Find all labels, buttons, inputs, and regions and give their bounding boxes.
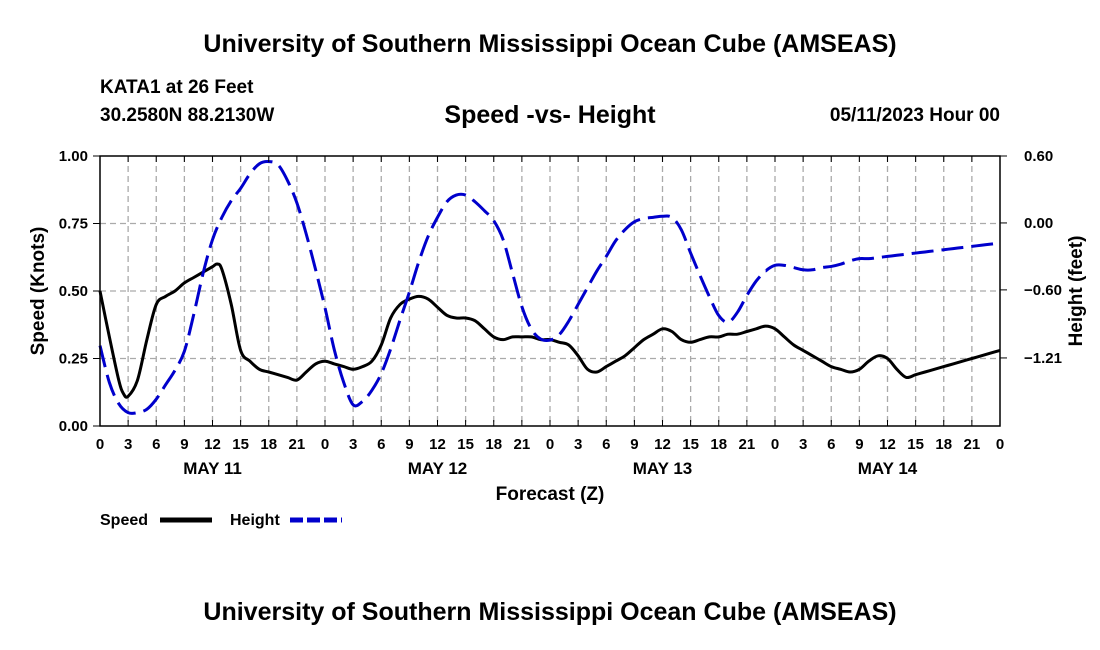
legend: Speed Height [100,512,342,529]
day-label: MAY 13 [633,459,693,478]
y-tick-label: 0.75 [59,216,88,233]
x-tick-label: 21 [964,436,981,453]
station-coordinates: 30.2580N 88.2130W [100,105,275,126]
station-label: KATA1 at 26 Feet [100,77,254,98]
y-tick-label: 1.00 [59,148,88,165]
x-tick-label: 0 [96,436,104,453]
x-tick-label: 12 [654,436,671,453]
y2-tick-label: 0.00 [1024,215,1053,232]
chart-title: University of Southern Mississippi Ocean… [203,30,897,58]
x-tick-label: 21 [514,436,531,453]
x-tick-label: 6 [602,436,610,453]
chart-subtitle: Speed -vs- Height [444,101,656,129]
x-tick-label: 6 [152,436,160,453]
x-tick-label: 0 [996,436,1004,453]
y2-tick-label: −1.21 [1024,350,1062,367]
x-tick-label: 9 [405,436,413,453]
x-tick-label: 12 [879,436,896,453]
x-axis-label: Forecast (Z) [496,484,605,505]
legend-label-height: Height [230,512,280,529]
x-tick-label: 3 [124,436,132,453]
y-tick-label: 0.50 [59,283,88,300]
x-tick-label: 21 [289,436,306,453]
y-axis-label: Speed (Knots) [28,227,49,356]
x-tick-label: 3 [574,436,582,453]
series-line-height [98,160,1001,415]
y2-axis-label: Height (feet) [1066,236,1087,347]
y-tick-label: 0.25 [59,351,88,368]
x-tick-label: 0 [321,436,329,453]
day-label: MAY 12 [408,459,468,478]
y2-tick-label: 0.60 [1024,148,1053,165]
x-tick-label: 21 [739,436,756,453]
x-tick-label: 18 [485,436,502,453]
x-tick-label: 18 [710,436,727,453]
y2-tick-label: −0.60 [1024,282,1062,299]
x-tick-label: 15 [457,436,474,453]
x-tick-label: 15 [682,436,699,453]
x-tick-label: 6 [827,436,835,453]
x-tick-label: 6 [377,436,385,453]
x-tick-label: 0 [546,436,554,453]
x-tick-label: 3 [349,436,357,453]
x-tick-label: 0 [771,436,779,453]
day-label: MAY 14 [858,459,918,478]
x-tick-label: 9 [180,436,188,453]
x-tick-label: 18 [935,436,952,453]
x-tick-label: 3 [799,436,807,453]
y-tick-label: 0.00 [59,418,88,435]
x-tick-label: 15 [232,436,249,453]
x-tick-label: 9 [855,436,863,453]
footer-title: University of Southern Mississippi Ocean… [203,598,897,626]
x-tick-label: 18 [260,436,277,453]
x-tick-label: 15 [907,436,924,453]
x-tick-label: 9 [630,436,638,453]
legend-label-speed: Speed [100,512,148,529]
forecast-datetime: 05/11/2023 Hour 00 [829,105,1000,126]
x-tick-label: 12 [204,436,221,453]
x-tick-label: 12 [429,436,446,453]
day-label: MAY 11 [183,459,242,478]
